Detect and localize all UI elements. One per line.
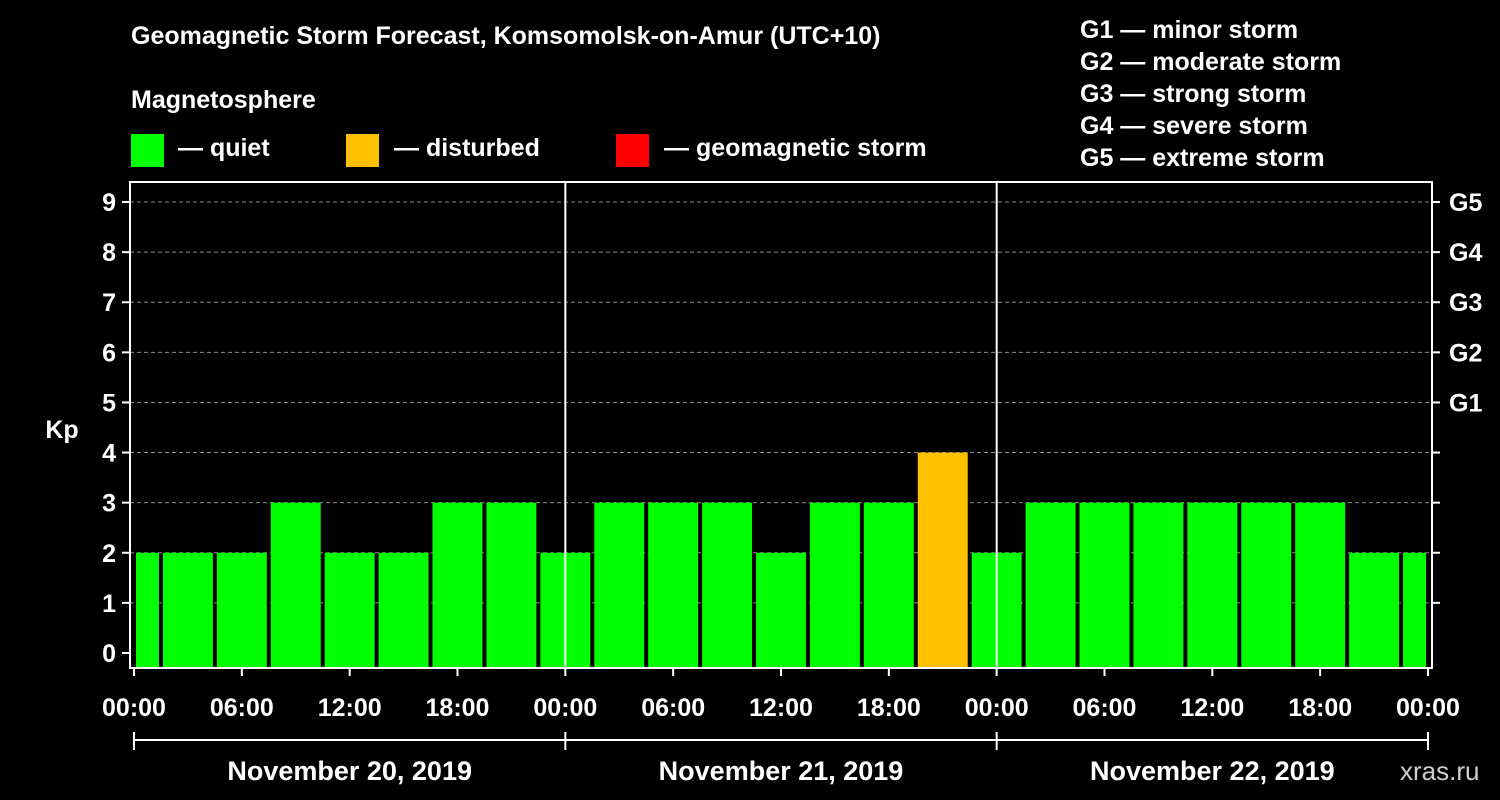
y-axis-label: Kp xyxy=(45,416,78,444)
kp-bar xyxy=(1025,502,1076,668)
g-level-label: G3 xyxy=(1449,289,1482,317)
chart-title: Geomagnetic Storm Forecast, Komsomolsk-o… xyxy=(131,22,881,50)
x-tick-label: 18:00 xyxy=(857,694,921,722)
x-tick-label: 18:00 xyxy=(426,694,490,722)
g-scale-item-g1: G1 — minor storm xyxy=(1080,16,1299,44)
x-tick-label: 06:00 xyxy=(210,694,274,722)
kp-bar xyxy=(216,552,267,668)
kp-bar xyxy=(1187,502,1238,668)
y-tick-label: 4 xyxy=(102,440,116,468)
kp-bar xyxy=(809,502,860,668)
kp-bar xyxy=(1403,552,1426,668)
legend-swatch-quiet xyxy=(131,134,164,167)
y-tick-label: 6 xyxy=(102,339,116,367)
kp-bar xyxy=(648,502,699,668)
g-scale-item-g5: G5 — extreme storm xyxy=(1080,144,1325,172)
x-tick-label: 00:00 xyxy=(965,694,1029,722)
legend-heading: Magnetosphere xyxy=(131,86,316,114)
kp-bar xyxy=(756,552,806,668)
x-tick-label: 12:00 xyxy=(318,694,382,722)
site-credit: xras.ru xyxy=(1400,756,1480,786)
date-label: November 21, 2019 xyxy=(659,756,904,786)
y-tick-label: 0 xyxy=(102,640,116,668)
kp-bar xyxy=(702,502,753,668)
kp-bar xyxy=(270,502,321,668)
legend-swatch-storm xyxy=(616,134,649,167)
x-tick-label: 00:00 xyxy=(102,694,166,722)
kp-bar xyxy=(1079,502,1130,668)
g-level-label: G2 xyxy=(1449,339,1482,367)
kp-bar xyxy=(1349,552,1400,668)
g-level-label: G1 xyxy=(1449,389,1482,417)
kp-bar xyxy=(863,502,914,668)
g-scale-legend: G1 — minor storm G2 — moderate storm G3 … xyxy=(1080,14,1341,174)
g-scale-item-g4: G4 — severe storm xyxy=(1080,112,1308,140)
kp-bar xyxy=(378,552,429,668)
kp-bar xyxy=(136,552,159,668)
legend-label-quiet: — quiet xyxy=(178,134,270,162)
kp-bar xyxy=(1295,502,1346,668)
date-label: November 22, 2019 xyxy=(1090,756,1335,786)
x-tick-label: 18:00 xyxy=(1288,694,1352,722)
y-tick-label: 7 xyxy=(102,289,116,317)
g-scale-item-g3: G3 — strong storm xyxy=(1080,80,1307,108)
legend-label-disturbed: — disturbed xyxy=(394,134,540,162)
x-tick-label: 00:00 xyxy=(1396,694,1460,722)
g-level-label: G5 xyxy=(1449,189,1482,217)
x-tick-label: 06:00 xyxy=(641,694,705,722)
y-tick-label: 3 xyxy=(102,490,116,518)
y-tick-label: 2 xyxy=(102,540,116,568)
kp-bar xyxy=(486,502,537,668)
kp-bar xyxy=(324,552,375,668)
x-tick-label: 06:00 xyxy=(1073,694,1137,722)
kp-bar xyxy=(1133,502,1184,668)
y-tick-label: 9 xyxy=(102,189,116,217)
date-label: November 20, 2019 xyxy=(227,756,472,786)
kp-bar xyxy=(432,502,483,668)
g-scale-item-g2: G2 — moderate storm xyxy=(1080,48,1342,76)
x-tick-label: 12:00 xyxy=(749,694,813,722)
legend-label-storm: — geomagnetic storm xyxy=(664,134,927,162)
kp-bar xyxy=(917,452,968,668)
legend-swatch-disturbed xyxy=(346,134,379,167)
kp-bar xyxy=(594,502,645,668)
kp-bar xyxy=(1241,502,1292,668)
y-tick-label: 1 xyxy=(102,590,116,618)
x-tick-label: 00:00 xyxy=(533,694,597,722)
kp-bar xyxy=(162,552,213,668)
y-tick-label: 5 xyxy=(102,389,116,417)
y-tick-label: 8 xyxy=(102,239,116,267)
g-level-label: G4 xyxy=(1449,239,1482,267)
x-tick-label: 12:00 xyxy=(1180,694,1244,722)
